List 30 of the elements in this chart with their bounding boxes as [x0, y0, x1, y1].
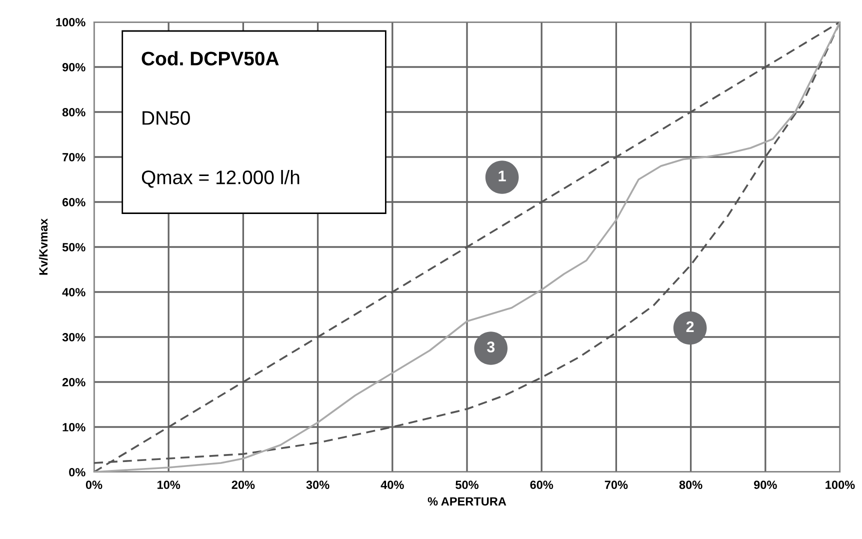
x-tick-label: 40%	[380, 480, 404, 490]
y-tick-label: 100%	[56, 18, 86, 26]
x-tick-label: 10%	[158, 480, 180, 490]
y-tick-label: 80%	[62, 108, 86, 116]
y-tick-label: 40%	[62, 288, 86, 296]
annotation: 1	[498, 170, 506, 182]
y-axis-title: Kv/Kvmax	[38, 218, 48, 275]
y-tick-label: 60%	[62, 198, 86, 206]
y-tick-label: 50%	[62, 243, 86, 252]
x-tick-label: 0%	[86, 480, 102, 490]
y-tick-label: 90%	[62, 63, 86, 72]
x-tick-label: 90%	[754, 480, 777, 490]
y-tick-label: 20%	[62, 378, 86, 386]
y-tick-label: 10%	[62, 423, 86, 432]
x-tick-label: 20%	[232, 480, 255, 490]
y-tick-label: 0%	[69, 468, 86, 476]
annotation: DN50	[142, 111, 190, 125]
annotation: 3	[486, 342, 495, 352]
x-tick-label: 60%	[530, 480, 554, 490]
y-tick-label: 70%	[62, 153, 86, 162]
y-tick-label: 30%	[62, 333, 86, 342]
annotation: 2	[686, 321, 694, 332]
x-tick-label: 30%	[306, 480, 330, 490]
annotation: Cod. DCPV50A	[142, 51, 279, 66]
x-tick-label: 70%	[604, 480, 628, 490]
x-tick-label: 80%	[679, 480, 702, 490]
x-tick-label: 100%	[826, 480, 855, 490]
x-tick-label: 50%	[456, 480, 479, 490]
x-axis-title: % APERTURA	[428, 497, 506, 506]
annotation: Qmax = 12.000 l/h	[142, 170, 300, 188]
